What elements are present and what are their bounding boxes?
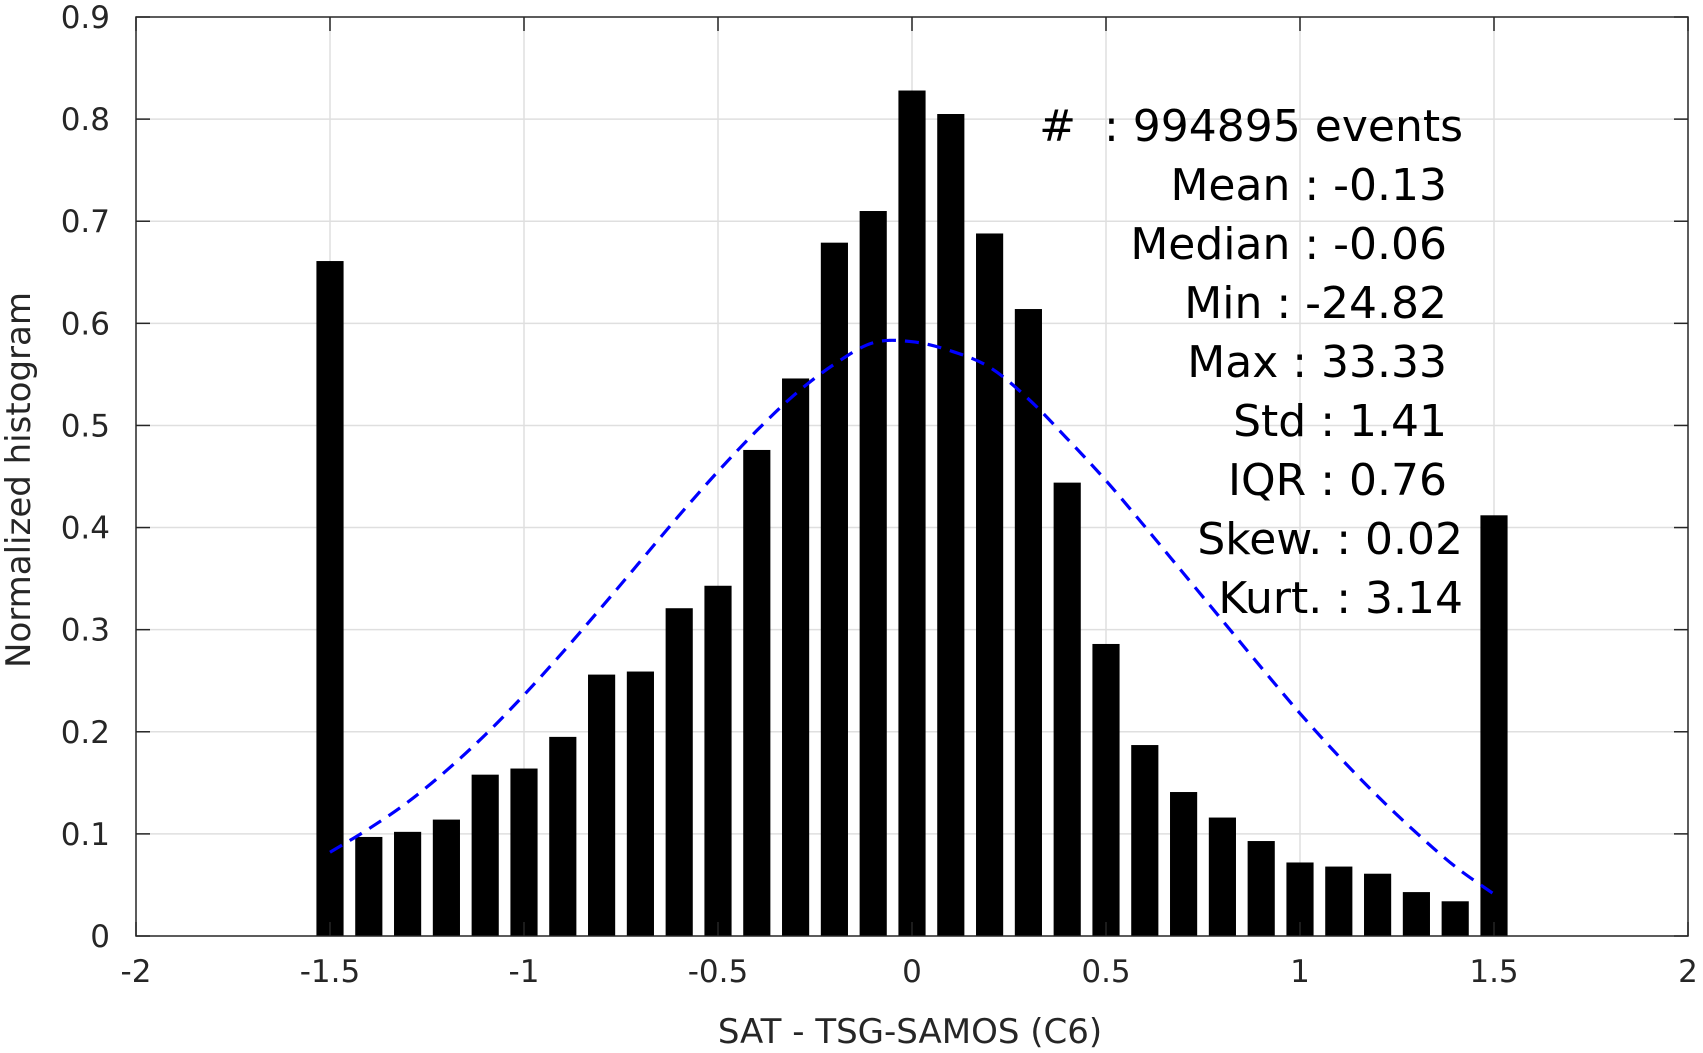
- y-axis-label: Normalized histogram: [0, 292, 39, 668]
- histogram-bar: [1092, 643, 1120, 936]
- y-tick-label: 0.6: [61, 306, 110, 342]
- histogram-bar: [898, 90, 926, 936]
- histogram-bar: [1014, 309, 1042, 936]
- y-tick-label: 0.4: [61, 511, 110, 547]
- histogram-bar: [665, 608, 693, 936]
- histogram-bar: [1441, 901, 1469, 936]
- histogram-bar: [1131, 745, 1159, 936]
- x-tick-label: 0.5: [1081, 954, 1130, 990]
- y-tick-label: 0.7: [61, 204, 110, 240]
- histogram-bar: [355, 836, 383, 936]
- histogram-bar: [1402, 892, 1430, 936]
- y-tick-label: 0.3: [61, 613, 110, 649]
- histogram-bar: [743, 449, 771, 936]
- tick-labels: -2 -1.5 -1 -0.5 0 0.5 1 1.5 2 0 0.1 0.2 0.3 0.4 0.5 0.6…: [61, 0, 1698, 990]
- stat-line: Mean : -0.13: [1170, 160, 1447, 211]
- y-tick-label: 0: [90, 919, 110, 955]
- stat-line: # : 994895 events: [1039, 101, 1463, 152]
- x-tick-label: -0.5: [688, 954, 749, 990]
- stat-line: IQR : 0.76: [1228, 455, 1447, 506]
- y-tick-label: 0.2: [61, 715, 110, 751]
- stat-line: Std : 1.41: [1233, 396, 1447, 447]
- axes: [135, 16, 1689, 937]
- histogram-bar: [1480, 515, 1508, 936]
- histogram-bar: [394, 831, 422, 936]
- histogram-bar: [626, 671, 654, 936]
- x-tick-label: 2: [1678, 954, 1698, 990]
- histogram-bar: [549, 736, 577, 936]
- x-tick-label: 1: [1290, 954, 1310, 990]
- x-tick-label: 1.5: [1469, 954, 1518, 990]
- y-tick-label: 0.1: [61, 817, 110, 853]
- histogram-bar: [510, 768, 538, 936]
- x-tick-label: -1: [509, 954, 540, 990]
- histogram-bar: [859, 211, 887, 936]
- histogram-bar: [1053, 482, 1081, 936]
- histogram-bar: [1247, 841, 1275, 936]
- histogram-bar: [782, 378, 810, 936]
- x-axis-label: SAT - TSG-SAMOS (C6): [718, 1012, 1102, 1052]
- fit-curve-line: [329, 338, 1495, 896]
- histogram-bar: [976, 233, 1004, 936]
- histogram-bar: [1170, 792, 1198, 936]
- histogram-bar: [704, 585, 732, 936]
- statistics-annotation: # : 994895 events Mean : -0.13 Median : -0…: [1039, 101, 1463, 624]
- y-tick-label: 0.8: [61, 102, 110, 138]
- plot-frame: [135, 16, 1689, 937]
- y-tick-label: 0.5: [61, 408, 110, 444]
- histogram-bar: [1208, 817, 1236, 936]
- histogram-bar: [1325, 866, 1353, 936]
- histogram-bar: [588, 674, 616, 936]
- normal-fit-curve: [329, 338, 1495, 896]
- stat-line: Skew. : 0.02: [1197, 514, 1463, 565]
- y-tick-label: 0.9: [61, 0, 110, 36]
- histogram-bar: [820, 242, 848, 937]
- histogram-bar: [316, 261, 344, 937]
- x-tick-label: -2: [121, 954, 152, 990]
- histogram-bar: [937, 114, 965, 936]
- stat-line: Kurt. : 3.14: [1218, 573, 1463, 624]
- x-tick-label: 0: [902, 954, 922, 990]
- histogram-bar: [432, 819, 460, 936]
- histogram-bar: [471, 774, 499, 936]
- histogram-bar: [1364, 873, 1392, 936]
- stat-line: Median : -0.06: [1130, 219, 1447, 270]
- x-tick-label: -1.5: [300, 954, 361, 990]
- stat-line: Min : -24.82: [1184, 278, 1447, 329]
- histogram-bars: [316, 90, 1508, 937]
- stat-line: Max : 33.33: [1187, 337, 1447, 388]
